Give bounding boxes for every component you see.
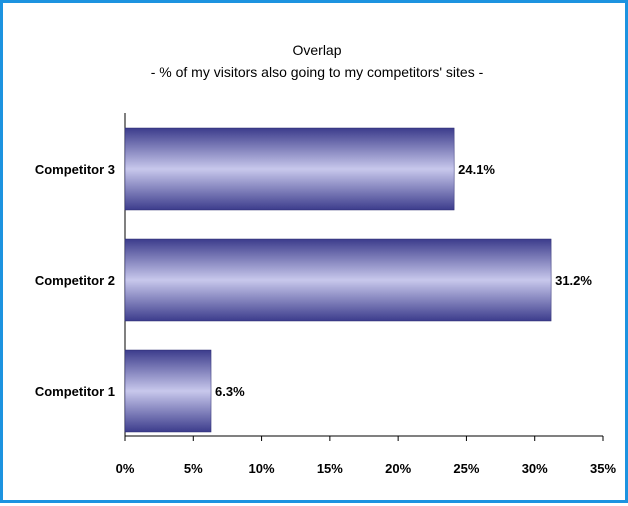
category-label: Competitor 1 — [35, 384, 115, 399]
chart-title: Overlap — [292, 42, 341, 58]
chart-subtitle: - % of my visitors also going to my comp… — [151, 64, 484, 80]
x-tick-label: 0% — [116, 461, 135, 476]
value-label: 24.1% — [458, 162, 495, 177]
x-tick-label: 10% — [249, 461, 275, 476]
x-tick-label: 30% — [522, 461, 548, 476]
bar-chart: Overlap - % of my visitors also going to… — [35, 42, 617, 476]
x-tick-label: 15% — [317, 461, 343, 476]
x-tick-label: 35% — [590, 461, 616, 476]
x-tick-label: 5% — [184, 461, 203, 476]
x-tick-label: 25% — [453, 461, 479, 476]
category-label: Competitor 3 — [35, 162, 115, 177]
bar — [124, 349, 212, 433]
bar — [124, 127, 455, 211]
value-label: 31.2% — [555, 273, 592, 288]
category-label: Competitor 2 — [35, 273, 115, 288]
x-tick-label: 20% — [385, 461, 411, 476]
value-label: 6.3% — [215, 384, 245, 399]
x-axis: 0% 5% 10% 15% 20% 25% 30% 35% — [116, 113, 616, 476]
bars: Competitor 3 24.1% Competitor 2 31.2% Compet… — [35, 127, 592, 433]
bar — [124, 238, 552, 322]
